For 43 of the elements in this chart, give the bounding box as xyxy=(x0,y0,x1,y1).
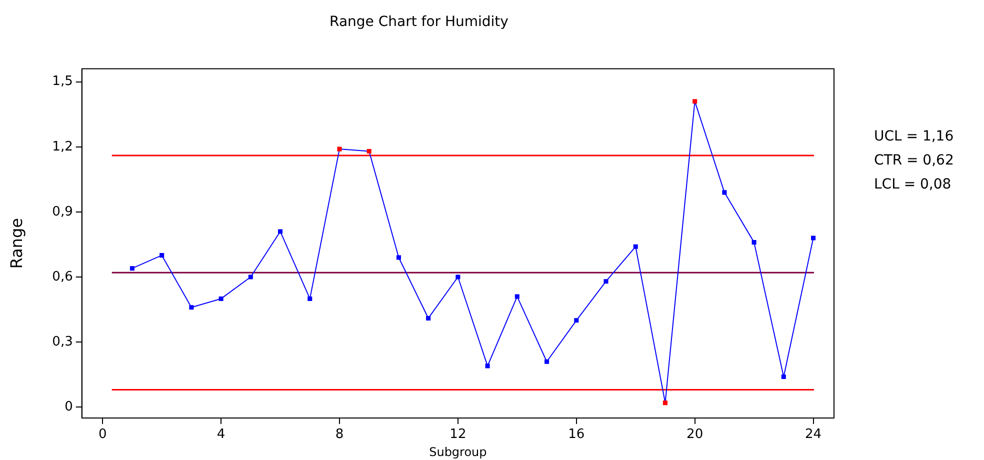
point xyxy=(752,240,756,245)
x-tick-label: 12 xyxy=(450,427,466,442)
point xyxy=(662,400,668,406)
point xyxy=(218,296,224,301)
point xyxy=(811,236,816,240)
y-tick-label: 0,6 xyxy=(52,269,73,284)
y-tick-label: 0,9 xyxy=(52,204,73,220)
point xyxy=(366,148,372,154)
point xyxy=(781,374,786,380)
point xyxy=(130,266,134,271)
point xyxy=(722,190,727,195)
y-tick-label: 1,2 xyxy=(52,139,73,154)
x-tick-label: 20 xyxy=(686,427,704,442)
point xyxy=(337,146,342,152)
point xyxy=(189,305,194,310)
point xyxy=(308,296,312,301)
point xyxy=(574,318,579,323)
point xyxy=(396,255,401,260)
x-tick-label: 8 xyxy=(335,427,344,442)
x-tick-label: 24 xyxy=(805,427,822,442)
point xyxy=(278,229,283,234)
text: UCL = 1,16 xyxy=(874,128,954,145)
y-tick-label: 0,3 xyxy=(52,334,73,350)
point xyxy=(514,294,520,299)
point xyxy=(426,316,431,320)
y-tick-label: 0 xyxy=(64,400,73,415)
text: CTR = 0,62 xyxy=(874,152,954,169)
x-tick-label: 16 xyxy=(568,427,585,442)
point xyxy=(160,253,164,258)
chart-title: Range Chart for Humidity xyxy=(330,14,508,30)
x-tick-label: 0 xyxy=(98,427,107,442)
y-tick-label: 1,5 xyxy=(52,74,73,90)
point xyxy=(485,364,490,368)
x-tick-label: 4 xyxy=(216,427,226,442)
text: LCL = 0,08 xyxy=(874,176,952,193)
point xyxy=(456,274,460,280)
point xyxy=(604,279,608,284)
point xyxy=(544,359,550,364)
point xyxy=(633,244,638,249)
x-axis-title: Subgroup xyxy=(429,444,487,459)
y-axis-title: Range xyxy=(6,218,26,269)
point xyxy=(692,99,698,104)
point xyxy=(248,274,253,280)
